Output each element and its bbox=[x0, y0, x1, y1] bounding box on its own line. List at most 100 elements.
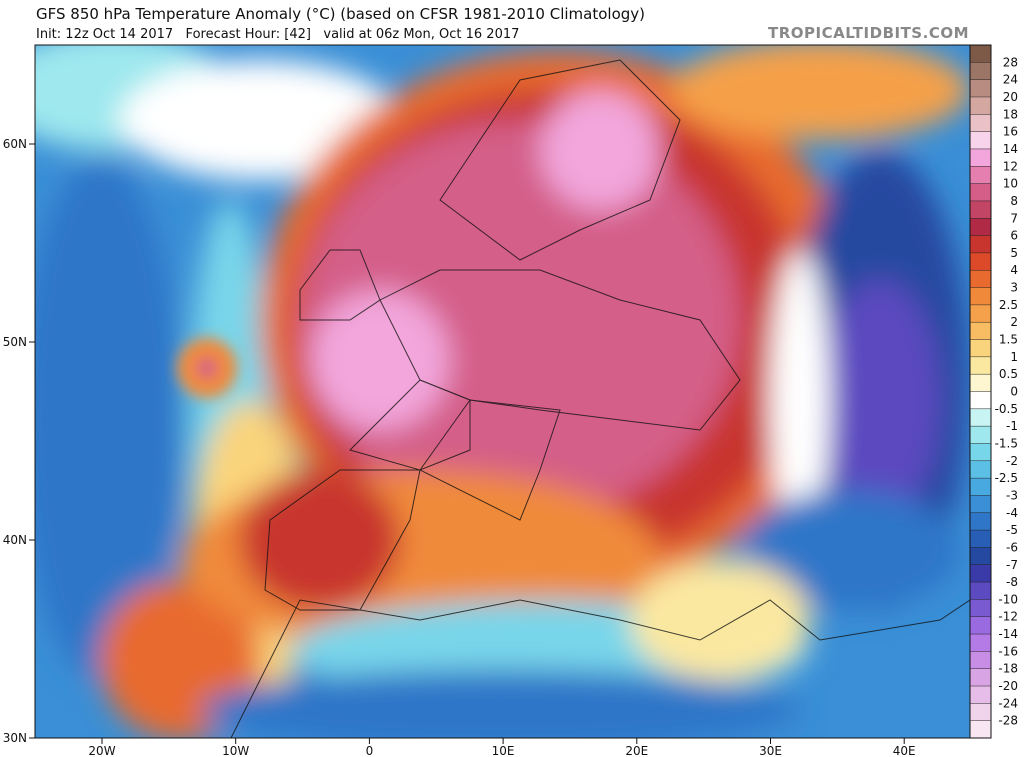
colorbar-label: 1 bbox=[1010, 350, 1018, 364]
lon-label: 20W bbox=[88, 744, 115, 757]
colorbar-swatch bbox=[970, 166, 991, 185]
colorbar-label: -5 bbox=[1006, 523, 1018, 537]
colorbar-swatch bbox=[970, 460, 991, 479]
colorbar-label: -18 bbox=[998, 662, 1018, 676]
colorbar-label: 12 bbox=[1003, 159, 1018, 173]
colorbar-label: 0 bbox=[1010, 385, 1018, 399]
colorbar-label: 10 bbox=[1003, 177, 1018, 191]
colorbar-swatch bbox=[970, 183, 991, 202]
colorbar-swatch bbox=[970, 114, 991, 133]
colorbar-label: -7 bbox=[1006, 558, 1018, 572]
colorbar-swatch bbox=[970, 391, 991, 410]
lon-label: 40E bbox=[893, 744, 916, 757]
colorbar-swatch bbox=[970, 512, 991, 531]
colorbar-label: -24 bbox=[998, 696, 1018, 710]
lat-label: 60N bbox=[3, 137, 27, 151]
colorbar-swatch bbox=[970, 547, 991, 566]
colorbar-swatch bbox=[970, 131, 991, 150]
colorbar-label: 24 bbox=[1003, 73, 1018, 87]
colorbar-label: 2.5 bbox=[999, 298, 1018, 312]
colorbar-swatch bbox=[970, 148, 991, 167]
colorbar-swatch bbox=[970, 443, 991, 462]
colorbar-label: -6 bbox=[1006, 540, 1018, 554]
colorbar-label: 8 bbox=[1010, 194, 1018, 208]
colorbar-label: 2 bbox=[1010, 315, 1018, 329]
colorbar-label: -4 bbox=[1006, 506, 1018, 520]
colorbar-swatch bbox=[970, 703, 991, 722]
colorbar-swatch bbox=[970, 478, 991, 496]
colorbar-swatch bbox=[970, 200, 991, 219]
colorbar-swatch bbox=[970, 62, 991, 81]
map bbox=[35, 45, 970, 738]
colorbar-swatch bbox=[970, 322, 991, 341]
colorbar-swatch bbox=[970, 616, 991, 635]
colorbar-swatch bbox=[970, 530, 991, 548]
colorbar-label: 16 bbox=[1003, 125, 1018, 139]
colorbar-swatch bbox=[970, 599, 991, 618]
colorbar-label: 20 bbox=[1003, 90, 1018, 104]
colorbar-swatch bbox=[970, 426, 991, 444]
colorbar-swatch bbox=[970, 651, 991, 670]
colorbar-label: 14 bbox=[1003, 142, 1018, 156]
colorbar: 28 24 20 18 16 14 12 10 8 7 6 5 4 3 2.5 2 1.5 1 0.5 0 -0.5 -1… bbox=[969, 44, 1018, 739]
colorbar-label: 4 bbox=[1010, 263, 1018, 277]
colorbar-label: -28 bbox=[998, 714, 1018, 728]
lat-label: 40N bbox=[3, 533, 27, 547]
colorbar-label: -16 bbox=[998, 644, 1018, 658]
colorbar-swatch bbox=[970, 218, 991, 237]
colorbar-swatch bbox=[970, 304, 991, 323]
colorbar-swatch bbox=[970, 720, 991, 739]
brand: TROPICALTIDBITS.COM bbox=[768, 24, 969, 42]
lon-label: 10W bbox=[222, 744, 249, 757]
lat-label: 30N bbox=[3, 731, 27, 745]
colorbar-swatch bbox=[970, 339, 991, 358]
colorbar-label: -1 bbox=[1006, 419, 1018, 433]
colorbar-swatch bbox=[970, 564, 991, 583]
colorbar-swatch bbox=[970, 495, 991, 514]
colorbar-swatch bbox=[970, 252, 991, 271]
colorbar-label: -10 bbox=[998, 592, 1018, 606]
colorbar-swatch bbox=[970, 686, 991, 704]
colorbar-label: -8 bbox=[1006, 575, 1018, 589]
lon-label: 30E bbox=[759, 744, 782, 757]
colorbar-label: 6 bbox=[1010, 229, 1018, 243]
lon-label: 0 bbox=[366, 744, 374, 757]
colorbar-label: -2 bbox=[1006, 454, 1018, 468]
colorbar-swatch bbox=[970, 79, 991, 98]
colorbar-swatch bbox=[970, 235, 991, 254]
colorbar-swatch bbox=[970, 356, 991, 375]
lat-labels: 60N 50N 40N 30N bbox=[3, 137, 35, 745]
colorbar-label: -14 bbox=[998, 627, 1018, 641]
colorbar-swatch bbox=[970, 668, 991, 687]
colorbar-label: 28 bbox=[1003, 55, 1018, 69]
colorbar-label: -3 bbox=[1006, 488, 1018, 502]
colorbar-swatch bbox=[970, 634, 991, 652]
title: GFS 850 hPa Temperature Anomaly (°C) (ba… bbox=[36, 5, 645, 23]
colorbar-swatch bbox=[970, 270, 991, 289]
colorbar-label: 0.5 bbox=[999, 367, 1018, 381]
colorbar-swatch bbox=[970, 408, 991, 427]
colorbar-swatch bbox=[970, 96, 991, 115]
colorbar-label: -2.5 bbox=[995, 471, 1018, 485]
colorbar-label: -1.5 bbox=[995, 436, 1018, 450]
colorbar-label: 3 bbox=[1010, 281, 1018, 295]
colorbar-label: -0.5 bbox=[995, 402, 1018, 416]
colorbar-label: 18 bbox=[1003, 107, 1018, 121]
colorbar-label: 7 bbox=[1010, 211, 1018, 225]
colorbar-label: 5 bbox=[1010, 246, 1018, 260]
lat-label: 50N bbox=[3, 335, 27, 349]
colorbar-swatch bbox=[970, 287, 991, 306]
colorbar-swatch bbox=[970, 374, 991, 392]
lon-label: 10E bbox=[492, 744, 515, 757]
subtitle: Init: 12z Oct 14 2017 Forecast Hour: [42… bbox=[36, 27, 519, 42]
lon-label: 20E bbox=[625, 744, 648, 757]
colorbar-label: -20 bbox=[998, 679, 1018, 693]
colorbar-label: 1.5 bbox=[999, 333, 1018, 347]
colorbar-swatch bbox=[970, 45, 991, 63]
colorbar-label: -12 bbox=[998, 610, 1018, 624]
lon-labels: 20W 10W 0 10E 20E 30E 40E bbox=[88, 738, 916, 757]
colorbar-swatch bbox=[970, 582, 991, 600]
